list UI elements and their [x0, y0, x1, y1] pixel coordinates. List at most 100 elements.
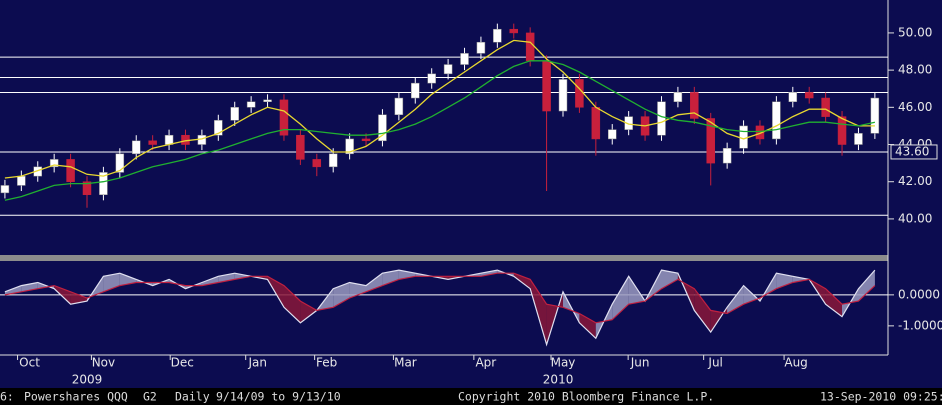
candle-body [624, 116, 633, 130]
oscillator-fill [858, 270, 875, 302]
candle-body [591, 107, 601, 140]
status-background [0, 388, 942, 405]
candle-body [821, 97, 830, 117]
candle-body [131, 140, 141, 155]
candle-body [788, 92, 798, 102]
x-tick-label: May [551, 356, 576, 370]
status-timestamp: 13-Sep-2010 09:25:0 [820, 390, 942, 404]
x-tick-label: Aug [784, 356, 807, 370]
oscillator-fill [333, 282, 350, 308]
candle-body [755, 125, 765, 140]
candle-body [164, 134, 174, 145]
candle-body [706, 118, 715, 164]
candle-body [66, 159, 75, 182]
candle-body [263, 99, 272, 102]
y-tick-label: 0.0000 [898, 287, 940, 301]
oscillator-fill [825, 288, 842, 317]
oscillator-fill [480, 270, 498, 277]
candle-body [378, 114, 387, 142]
oscillator-fill [300, 301, 317, 323]
candle-body [443, 64, 453, 75]
status-security: Powershares QQQ [24, 390, 128, 404]
candle-body [854, 133, 863, 145]
candle-body [214, 120, 223, 136]
y-tick-label: 46.00 [898, 100, 932, 114]
candle-body [837, 116, 847, 145]
candle-body [722, 147, 732, 164]
x-tick-label: Nov [92, 356, 115, 370]
candle-body [394, 97, 404, 116]
x-tick-label: Oct [19, 356, 40, 370]
candle-body [115, 153, 125, 173]
status-copyright: Copyright 2010 Bloomberg Finance L.P. [458, 390, 714, 404]
candle-body [230, 107, 239, 121]
oscillator-fill [234, 273, 252, 280]
x-tick-label: Dec [171, 356, 194, 370]
x-tick-label: Feb [316, 356, 337, 370]
candle-body [99, 172, 108, 195]
oscillator-line [4, 269, 876, 347]
y-tick-label: -1.0000 [898, 318, 942, 332]
oscillator-fill [579, 313, 596, 339]
y-tick-label: 42.00 [898, 174, 932, 188]
oscillator-fill [612, 276, 629, 320]
candle-body [312, 159, 322, 168]
candle-body [804, 92, 814, 99]
candle-body [411, 82, 420, 99]
x-tick-label: Jan [247, 356, 267, 370]
status-period: Daily [175, 390, 210, 404]
oscillator-fill [513, 273, 531, 289]
moving-average [4, 60, 876, 201]
candle-body [525, 32, 535, 62]
x-tick-label: Jul [707, 356, 722, 370]
candle-body [772, 101, 781, 140]
candle-body [870, 97, 880, 134]
oscillator-fill [70, 291, 87, 305]
year-label: 2009 [72, 373, 103, 387]
candle-body [739, 125, 748, 149]
oscillator-fill [398, 270, 416, 280]
price-marker-label: 43.60 [895, 144, 929, 158]
candle-body [0, 185, 10, 194]
x-tick-label: Apr [475, 356, 496, 370]
year-label: 2010 [543, 373, 574, 387]
candle-body [657, 101, 666, 136]
candle-body [460, 53, 469, 65]
y-tick-label: 48.00 [898, 63, 932, 77]
oscillator-fill [694, 288, 711, 333]
y-tick-label: 50.00 [898, 25, 932, 39]
status-bar: 6: Powershares QQQ G2 Daily 9/14/09 to 9… [0, 390, 942, 404]
candle-body [148, 140, 157, 145]
candle-body [558, 79, 568, 112]
oscillator-fill [119, 273, 137, 286]
candle-body [361, 138, 371, 142]
candle-body [49, 159, 59, 168]
panel-divider [0, 255, 888, 261]
candle-body [82, 181, 92, 195]
candle-body [17, 175, 26, 186]
background [0, 0, 942, 388]
oscillator-fill [382, 270, 399, 286]
moving-average [4, 39, 875, 179]
candle-body [509, 28, 519, 34]
candle-body [493, 28, 502, 43]
price-marker-box [890, 144, 938, 160]
status-graph: G2 [143, 390, 157, 404]
oscillator-line [4, 272, 876, 324]
status-range: 9/14/09 to 9/13/10 [216, 390, 341, 404]
oscillator-fill [349, 282, 366, 298]
candle-body [607, 129, 617, 140]
oscillator-fill [776, 273, 793, 289]
y-tick-label: 40.00 [898, 211, 932, 225]
oscillator-fill [792, 276, 810, 283]
oscillator-fill [4, 285, 22, 295]
candle-body [575, 79, 584, 108]
candle-body [476, 41, 486, 54]
candle-body [296, 134, 305, 160]
x-tick-label: Jun [630, 356, 650, 370]
candle-body [345, 138, 354, 155]
candle-body [542, 60, 551, 112]
candle-body [690, 92, 699, 119]
candle-body [328, 153, 338, 168]
